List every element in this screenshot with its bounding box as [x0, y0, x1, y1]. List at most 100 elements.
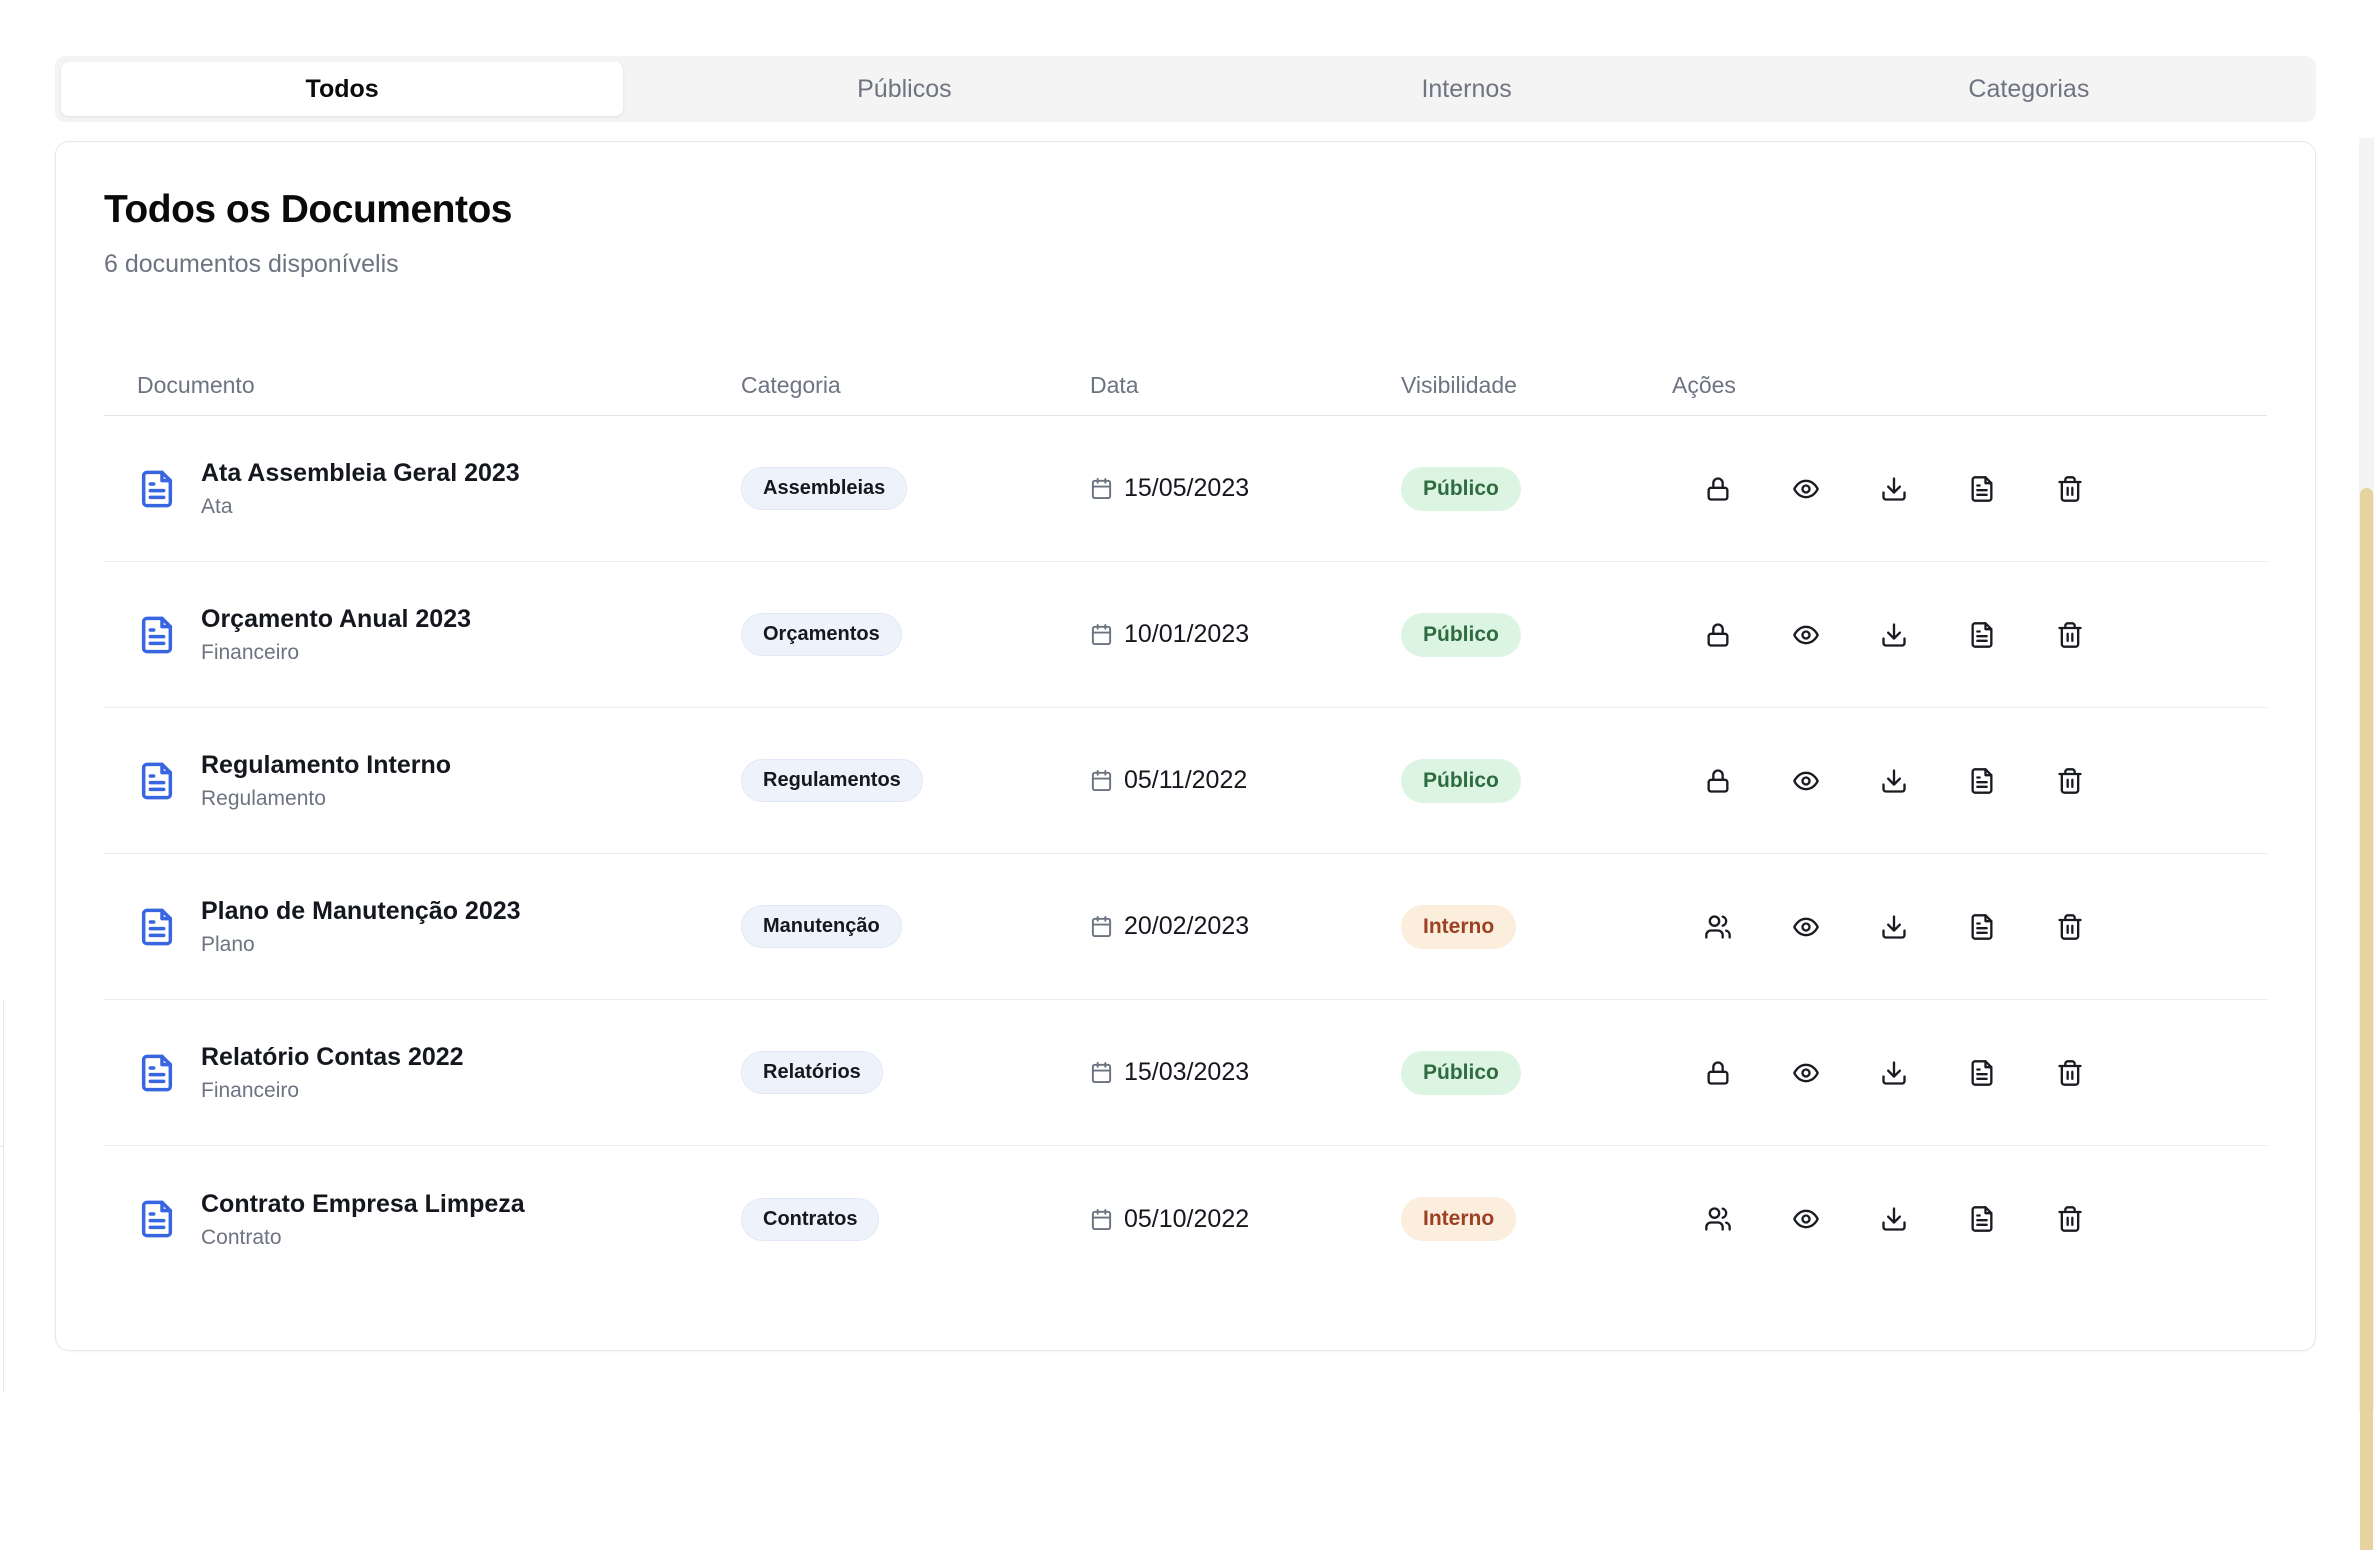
document-cell: Relatório Contas 2022 Financeiro [137, 1042, 741, 1103]
preview-button[interactable] [1786, 469, 1826, 509]
delete-button[interactable] [2050, 1053, 2090, 1093]
table-header: Documento Categoria Data Visibilidade Aç… [104, 356, 2267, 416]
document-type: Ata [201, 495, 233, 518]
details-button[interactable] [1962, 907, 2002, 947]
document-title: Plano de Manutenção 2023 [201, 897, 521, 925]
visibility-toggle-button[interactable] [1698, 469, 1738, 509]
offscreen-card-divider [0, 1146, 4, 1147]
visibility-toggle-button[interactable] [1698, 1053, 1738, 1093]
column-header-documento: Documento [137, 372, 255, 398]
tab-publicos[interactable]: Públicos [857, 74, 952, 103]
eye-icon [1793, 1209, 1819, 1229]
delete-button[interactable] [2050, 907, 2090, 947]
date-cell: 15/05/2023 [1090, 474, 1401, 503]
lock-icon [1707, 476, 1729, 501]
file-text-icon [141, 1200, 173, 1238]
tab-internos[interactable]: Internos [1421, 74, 1512, 103]
document-date: 05/11/2022 [1124, 766, 1248, 794]
table-row: Orçamento Anual 2023 Financeiro Orçament… [104, 562, 2267, 708]
preview-button[interactable] [1786, 907, 1826, 947]
document-date: 05/10/2022 [1124, 1204, 1250, 1233]
category-badge: Relatórios [741, 1051, 883, 1094]
date-cell: 10/01/2023 [1090, 620, 1401, 649]
delete-button[interactable] [2050, 469, 2090, 509]
calendar-icon [1091, 1208, 1112, 1230]
table-body: Ata Assembleia Geral 2023 Ata Assembleia… [104, 416, 2267, 1292]
details-button[interactable] [1962, 615, 2002, 655]
eye-icon [1793, 1063, 1819, 1082]
offscreen-card-edge [3, 1000, 4, 1392]
download-icon [1882, 914, 1906, 939]
actions-cell [1672, 1199, 2267, 1239]
document-type: Regulamento [201, 787, 326, 810]
column-header-categoria: Categoria [741, 372, 841, 398]
download-button[interactable] [1874, 907, 1914, 947]
file-text-icon [141, 470, 173, 507]
lock-icon [1707, 622, 1729, 647]
calendar-icon [1091, 915, 1112, 938]
calendar-icon [1091, 477, 1112, 500]
document-type: Financeiro [201, 1079, 300, 1102]
actions-cell [1672, 1053, 2267, 1093]
category-badge: Manutenção [741, 905, 902, 948]
document-cell: Orçamento Anual 2023 Financeiro [137, 604, 741, 665]
details-button[interactable] [1962, 761, 2002, 801]
visibility-toggle-button[interactable] [1698, 761, 1738, 801]
download-button[interactable] [1874, 761, 1914, 801]
document-title: Relatório Contas 2022 [201, 1043, 464, 1071]
scrollbar-thumb[interactable] [2360, 488, 2373, 1550]
download-button[interactable] [1874, 1199, 1914, 1239]
file-text-icon [141, 616, 173, 653]
download-button[interactable] [1874, 469, 1914, 509]
preview-button[interactable] [1786, 761, 1826, 801]
actions-cell [1672, 615, 2267, 655]
page-title: Todos os Documentos [104, 188, 512, 231]
download-button[interactable] [1874, 615, 1914, 655]
date-cell: 05/11/2022 [1090, 766, 1401, 795]
date-cell: 20/02/2023 [1090, 912, 1401, 941]
column-header-visibilidade: Visibilidade [1401, 372, 1517, 398]
document-date: 10/01/2023 [1124, 620, 1250, 648]
trash-icon [2058, 767, 2082, 794]
calendar-icon [1091, 1061, 1112, 1084]
details-button[interactable] [1962, 469, 2002, 509]
trash-icon [2058, 913, 2082, 940]
visibility-toggle-button[interactable] [1698, 1199, 1738, 1239]
tab-todos[interactable]: Todos [61, 62, 624, 116]
document-cell: Regulamento Interno Regulamento [137, 750, 741, 811]
preview-button[interactable] [1786, 615, 1826, 655]
table-row: Regulamento Interno Regulamento Regulame… [104, 708, 2267, 854]
date-cell: 15/03/2023 [1090, 1058, 1401, 1087]
calendar-icon [1091, 769, 1112, 792]
eye-icon [1793, 479, 1819, 498]
scrollbar-track[interactable] [2359, 138, 2374, 1550]
visibility-badge: Interno [1401, 904, 1517, 949]
document-type: Contrato [201, 1225, 282, 1249]
tab-categorias[interactable]: Categorias [1968, 74, 2090, 103]
delete-button[interactable] [2050, 761, 2090, 801]
preview-button[interactable] [1786, 1053, 1826, 1093]
file-text-icon [1971, 1206, 1993, 1232]
download-button[interactable] [1874, 1053, 1914, 1093]
delete-button[interactable] [2050, 615, 2090, 655]
lock-icon [1707, 1060, 1729, 1085]
document-type: Financeiro [201, 641, 300, 664]
trash-icon [2058, 621, 2082, 648]
category-badge: Assembleias [741, 467, 908, 510]
eye-icon [1793, 917, 1819, 936]
documents-table: Documento Categoria Data Visibilidade Aç… [104, 356, 2267, 1292]
document-title: Ata Assembleia Geral 2023 [201, 459, 520, 487]
trash-icon [2058, 475, 2082, 502]
visibility-toggle-button[interactable] [1698, 615, 1738, 655]
file-text-icon [1971, 913, 1993, 940]
category-badge: Orçamentos [741, 613, 902, 656]
details-button[interactable] [1962, 1053, 2002, 1093]
preview-button[interactable] [1786, 1199, 1826, 1239]
details-button[interactable] [1962, 1199, 2002, 1239]
visibility-toggle-button[interactable] [1698, 907, 1738, 947]
delete-button[interactable] [2050, 1199, 2090, 1239]
download-icon [1882, 622, 1906, 647]
document-cell: Ata Assembleia Geral 2023 Ata [137, 458, 741, 519]
download-icon [1882, 476, 1906, 501]
documents-card: Todos os Documentos 6 documentos disponí… [55, 141, 2316, 1351]
